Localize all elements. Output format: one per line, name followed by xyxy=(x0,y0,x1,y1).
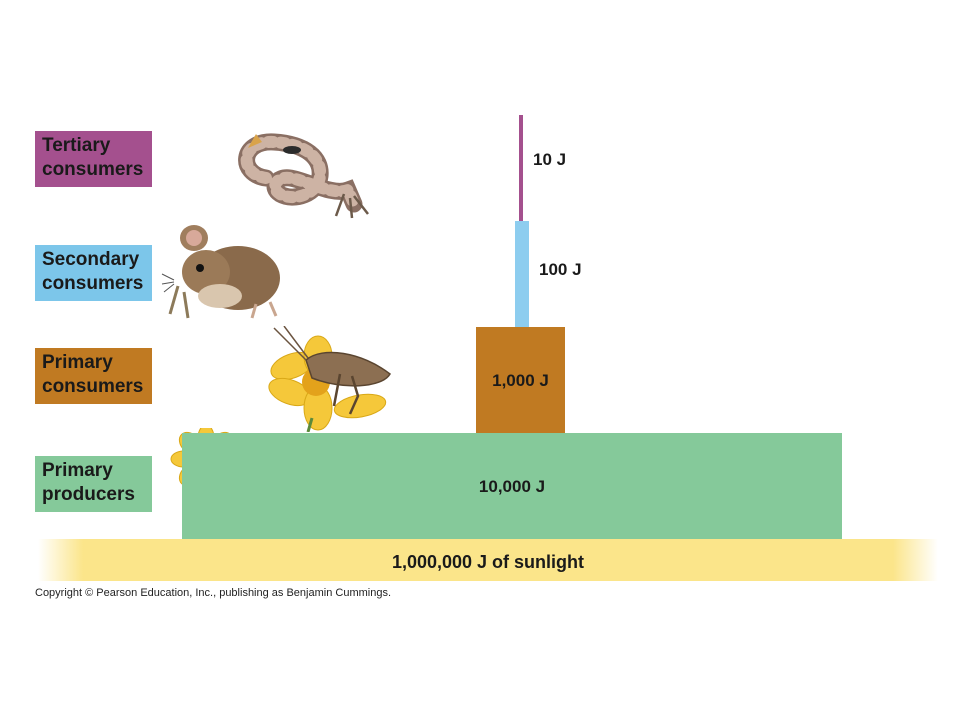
label-primary-producers: Primary producers xyxy=(35,456,152,512)
grasshopper-on-flower-illustration xyxy=(268,326,391,432)
label-line: consumers xyxy=(42,273,144,294)
label-line: Tertiary xyxy=(42,135,111,156)
label-line: Secondary xyxy=(42,249,140,270)
label-line: producers xyxy=(42,484,135,505)
energy-value-primary-producers: 10,000 J xyxy=(478,477,546,496)
copyright-notice: Copyright © Pearson Education, Inc., pub… xyxy=(35,587,392,599)
energy-bar-sunlight xyxy=(38,539,938,581)
label-line: consumers xyxy=(42,159,144,180)
energy-value-secondary: 100 J xyxy=(539,260,582,279)
label-line: consumers xyxy=(42,376,144,397)
energy-bar-secondary xyxy=(515,221,529,327)
label-line: Primary xyxy=(42,352,113,373)
mouse-illustration xyxy=(161,225,280,319)
label-primary-consumers: Primary consumers xyxy=(35,348,152,404)
energy-value-primary-consumers: 1,000 J xyxy=(492,371,549,390)
energy-bar-primary-consumers xyxy=(476,327,565,433)
label-tertiary-consumers: Tertiary consumers xyxy=(35,131,152,187)
snake-illustration xyxy=(238,133,369,219)
energy-value-tertiary: 10 J xyxy=(533,150,567,169)
energy-bar-primary-producers xyxy=(182,433,842,539)
label-line: Primary xyxy=(42,460,113,481)
energy-bar-tertiary xyxy=(519,115,523,221)
energy-value-sunlight: 1,000,000 J of sunlight xyxy=(391,552,585,572)
label-secondary-consumers: Secondary consumers xyxy=(35,245,152,301)
